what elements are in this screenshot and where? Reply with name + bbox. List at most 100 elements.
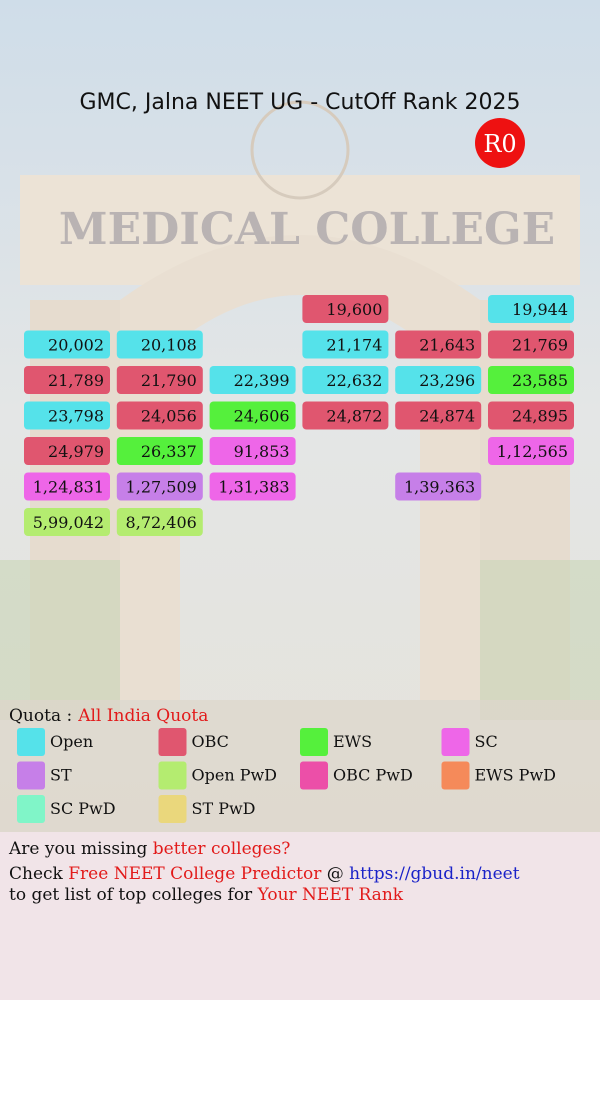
- rank-cell: 24,979: [24, 437, 110, 465]
- legend-label: SC: [475, 732, 498, 751]
- quota-label: Quota :: [9, 706, 72, 726]
- rank-text: 1,39,363: [404, 478, 475, 497]
- legend-swatch: [441, 728, 470, 756]
- rank-box: [116, 330, 203, 359]
- rank-cell: 20,002: [24, 330, 110, 359]
- rank-box: [24, 472, 110, 501]
- rank-cell: 26,337: [116, 437, 203, 465]
- footer-text: @: [321, 864, 349, 884]
- trees: [480, 560, 600, 720]
- rank-text: 24,874: [419, 407, 475, 426]
- legend-swatch: [17, 761, 45, 790]
- rank-cell: 23,296: [395, 366, 482, 394]
- rank-box: [209, 437, 296, 465]
- rank-cell: 24,606: [209, 401, 296, 430]
- legend-label: SC PwD: [50, 799, 116, 818]
- rank-box: [488, 401, 574, 430]
- footer-highlight: Free NEET College Predictor: [68, 864, 322, 884]
- footer-text: Check: [9, 864, 68, 884]
- rank-box: [488, 437, 574, 465]
- title: GMC, Jalna NEET UG - CutOff Rank 2025: [80, 90, 521, 115]
- round-label: R0: [483, 130, 516, 158]
- legend-swatch: [300, 728, 328, 756]
- rank-text: 1,24,831: [33, 478, 104, 497]
- rank-cell: 24,872: [302, 401, 389, 430]
- legend-swatch: [17, 795, 45, 823]
- rank-text: 21,643: [419, 336, 475, 355]
- rank-cell: 91,853: [209, 437, 296, 465]
- rank-box: [302, 366, 389, 394]
- footer-link[interactable]: https://gbud.in/neet: [349, 864, 520, 884]
- rank-cell: 24,874: [395, 401, 482, 430]
- footer-panel: [0, 832, 600, 1000]
- rank-text: 1,12,565: [497, 442, 568, 461]
- rank-text: 20,002: [48, 336, 104, 355]
- rank-box: [488, 295, 574, 323]
- rank-text: 20,108: [141, 336, 197, 355]
- quota: Quota : All India Quota: [9, 706, 208, 726]
- legend-label: EWS: [333, 732, 372, 751]
- rank-cell: 1,39,363: [395, 472, 482, 501]
- rank-cell: 19,944: [488, 295, 574, 323]
- rank-box: [116, 437, 203, 465]
- rank-text: 19,600: [326, 300, 382, 319]
- rank-text: 26,337: [141, 442, 197, 461]
- rank-box: [209, 472, 296, 501]
- arch: [120, 235, 480, 700]
- rank-text: 8,72,406: [126, 513, 197, 532]
- legend-swatch: [300, 761, 328, 790]
- rank-cell: 21,174: [302, 330, 389, 359]
- rank-cell: 22,632: [302, 366, 389, 394]
- rank-box: [209, 366, 296, 394]
- rank-text: 24,895: [512, 407, 568, 426]
- legend-label: OBC PwD: [333, 766, 413, 785]
- legend-label: ST PwD: [192, 799, 256, 818]
- footer-line: to get list of top colleges for Your NEE…: [9, 885, 404, 905]
- rank-text: 24,056: [141, 407, 197, 426]
- rank-box: [488, 330, 574, 359]
- rank-box: [116, 508, 203, 536]
- legend: Open OBC EWS SC ST Open PwD OBC PwD EWS PwD SC P…: [17, 728, 556, 823]
- rank-box: [209, 401, 296, 430]
- rank-text: 22,399: [234, 371, 290, 390]
- rank-cell: 24,056: [116, 401, 203, 430]
- rank-box: [116, 472, 203, 501]
- rank-box: [395, 366, 482, 394]
- legend-swatch: [441, 761, 470, 790]
- rank-grid: 19,600 19,944 20,002 20,108 21,174 21,643 21,7…: [24, 295, 574, 536]
- rank-text: 24,979: [48, 442, 104, 461]
- footer-text: Are you missing: [8, 839, 153, 859]
- rank-text: 91,853: [234, 442, 290, 461]
- legend-label: Open: [50, 732, 93, 751]
- rank-box: [488, 366, 574, 394]
- rank-text: 23,296: [419, 371, 475, 390]
- quota-value: All India Quota: [77, 706, 208, 726]
- rank-cell: 1,31,383: [209, 472, 296, 501]
- rank-box: [116, 401, 203, 430]
- round-badge: [475, 118, 525, 168]
- rank-cell: 19,600: [302, 295, 389, 323]
- rank-box: [395, 401, 482, 430]
- rank-cell: 21,790: [116, 366, 203, 394]
- footer-line: Check Free NEET College Predictor @ http…: [9, 864, 520, 884]
- rank-cell: 24,895: [488, 401, 574, 430]
- rank-text: 1,31,383: [218, 478, 289, 497]
- rank-cell: 21,643: [395, 330, 482, 359]
- sign-text: MEDICAL COLLEGE: [59, 204, 555, 255]
- rank-text: 21,790: [141, 371, 197, 390]
- footer-highlight: better colleges?: [153, 839, 291, 859]
- rank-cell: 1,27,509: [116, 472, 203, 501]
- footer-text: to get list of top colleges for: [9, 885, 258, 905]
- rank-box: [116, 366, 203, 394]
- rank-text: 21,769: [512, 336, 568, 355]
- rank-cell: 22,399: [209, 366, 296, 394]
- trees: [0, 560, 120, 720]
- legend-swatch: [158, 795, 187, 823]
- rank-text: 23,798: [48, 407, 104, 426]
- rank-text: 21,789: [48, 371, 104, 390]
- legend-swatch: [158, 728, 187, 756]
- emblem: [250, 100, 350, 200]
- rank-cell: 21,789: [24, 366, 110, 394]
- footer-highlight: Your NEET Rank: [257, 885, 404, 905]
